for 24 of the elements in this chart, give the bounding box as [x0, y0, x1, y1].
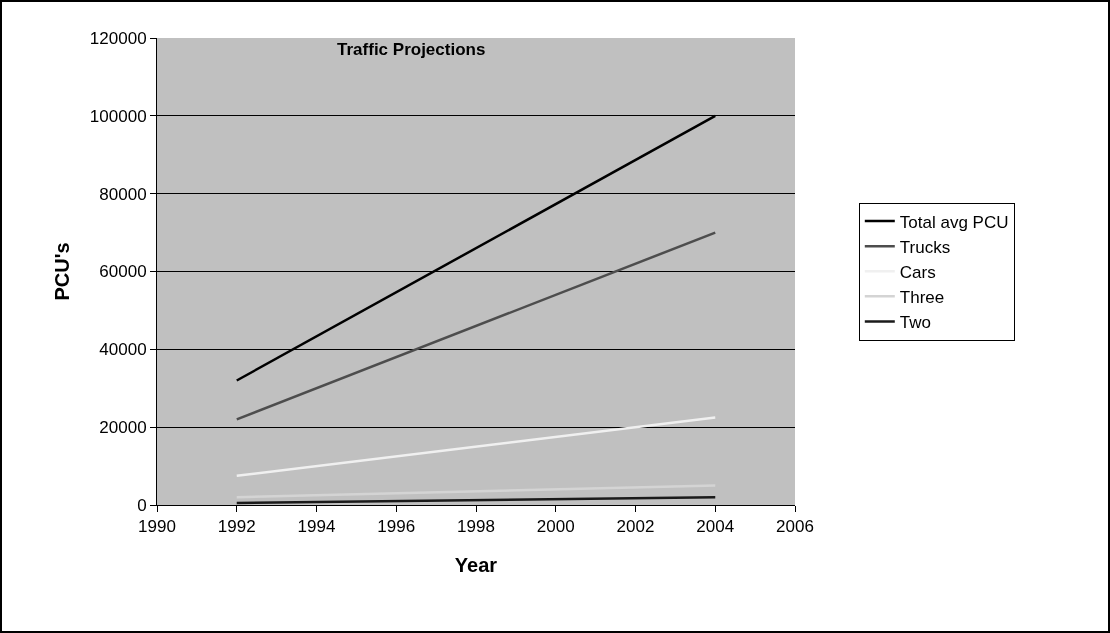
legend-label: Cars [899, 262, 936, 282]
x-tick-label: 2000 [536, 517, 575, 537]
y-tick-label: 120000 [89, 28, 147, 48]
y-tick-label: 60000 [99, 262, 147, 282]
x-tick-label: 1998 [457, 517, 495, 537]
x-tick-label: 2006 [776, 517, 814, 537]
chart-title: Traffic Projections [337, 40, 486, 60]
x-tick-label: 1992 [217, 517, 256, 537]
x-axis-title: Year [454, 553, 498, 576]
legend-label: Two [899, 313, 931, 333]
x-tick-label: 1996 [377, 517, 416, 537]
y-axis-title: PCU's [51, 242, 74, 301]
y-tick-label: 20000 [99, 418, 147, 438]
y-tick-label: 80000 [99, 184, 147, 204]
x-tick-label: 1994 [297, 517, 336, 537]
y-tick-label: 100000 [89, 106, 147, 126]
legend-label: Three [899, 287, 945, 307]
x-tick-label: 1990 [138, 517, 176, 537]
y-tick-label: 0 [137, 495, 147, 515]
x-tick-label: 2002 [616, 517, 655, 537]
y-tick-label: 40000 [99, 340, 147, 360]
x-tick-label: 2004 [696, 517, 735, 537]
legend-label: Total avg PCU [899, 212, 1009, 232]
legend-label: Trucks [899, 237, 951, 257]
